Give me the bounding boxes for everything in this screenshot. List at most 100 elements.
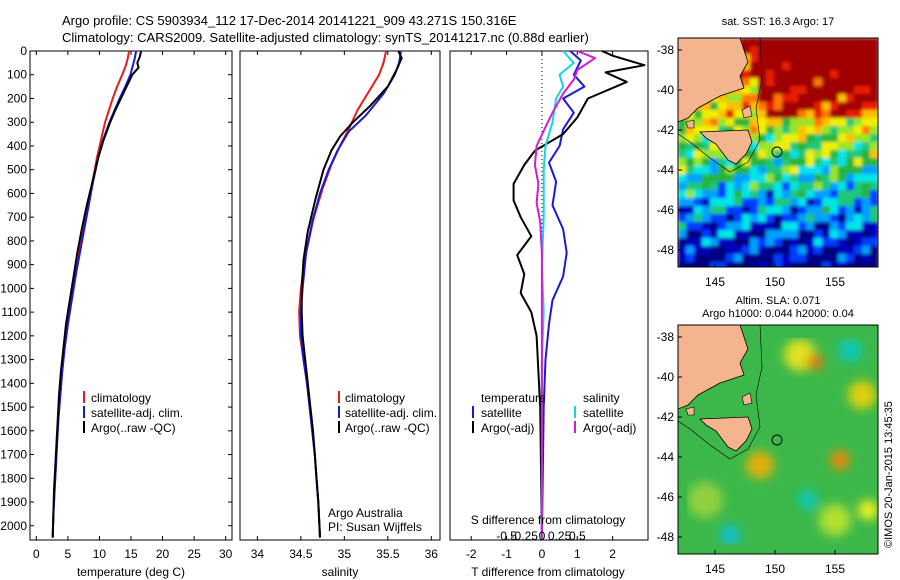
- sst-cell: [862, 46, 871, 55]
- sst-cell: [750, 230, 759, 239]
- sst-cell: [838, 118, 847, 127]
- lat-tick-label: -48: [657, 530, 675, 544]
- sst-cell: [870, 222, 878, 231]
- sst-cell: [766, 246, 775, 255]
- sst-cell: [742, 238, 751, 247]
- sst-cell: [686, 222, 695, 231]
- sst-cell: [750, 166, 759, 175]
- king-island-shape: [685, 406, 695, 416]
- sst-cell: [782, 46, 791, 55]
- sst-cell: [806, 190, 815, 199]
- sst-cell: [838, 230, 847, 239]
- sst-cell: [846, 214, 855, 223]
- lat-tick-label: -44: [657, 450, 675, 464]
- sst-cell: [774, 254, 783, 263]
- sst-cell: [782, 214, 791, 223]
- sst-cell: [846, 78, 855, 87]
- sst-cell: [806, 78, 815, 87]
- sst-cell: [798, 190, 807, 199]
- sst-cell: [678, 214, 687, 223]
- sst-cell: [870, 246, 878, 255]
- lat-tick-label: -42: [657, 410, 675, 424]
- sst-cell: [822, 126, 831, 135]
- sst-cell: [710, 174, 719, 183]
- lon-tick-label: 155: [825, 275, 845, 289]
- sst-cell: [862, 254, 871, 263]
- sst-cell: [758, 230, 767, 239]
- sst-cell: [694, 158, 703, 167]
- sst-cell: [822, 94, 831, 103]
- s-difference-tick-label: -0.25: [511, 529, 539, 543]
- sst-cell: [822, 222, 831, 231]
- sst-cell: [790, 118, 799, 127]
- sst-cell: [838, 110, 847, 119]
- sst-cell: [774, 190, 783, 199]
- sst-cell: [678, 118, 687, 127]
- sst-cell: [790, 254, 799, 263]
- sst-cell: [782, 70, 791, 79]
- sst-cell: [678, 190, 687, 199]
- legend-t-argo: Argo(-adj): [481, 421, 534, 435]
- sst-cell: [726, 126, 735, 135]
- temperature-legend: climatology satellite-adj. clim. Argo(..…: [83, 391, 183, 435]
- lon-tick-label: 145: [705, 275, 725, 289]
- sst-cell: [870, 118, 878, 127]
- flinders-island-shape: [741, 105, 753, 119]
- difference-panel: -2 -1 0 1 2 S difference from climatology -0…: [449, 50, 649, 579]
- sst-cell: [750, 110, 759, 119]
- sst-cell: [862, 238, 871, 247]
- sst-cell: [806, 126, 815, 135]
- sst-cell: [726, 110, 735, 119]
- sst-cell: [838, 214, 847, 223]
- sst-cell: [846, 54, 855, 63]
- sst-cell: [838, 238, 847, 247]
- sst-cell: [774, 102, 783, 111]
- sst-cell: [846, 166, 855, 175]
- sst-bathymetry-contour: [678, 38, 763, 173]
- sst-cell: [854, 230, 863, 239]
- sst-cell: [758, 158, 767, 167]
- sst-cell: [686, 142, 695, 151]
- salinity-series: [298, 50, 403, 538]
- sst-cell: [846, 110, 855, 119]
- x-tick-label: 20: [156, 547, 170, 561]
- sst-cell: [854, 190, 863, 199]
- sst-cell: [838, 158, 847, 167]
- sst-cell: [806, 70, 815, 79]
- sst-cell: [854, 102, 863, 111]
- sst-cell: [718, 118, 727, 127]
- sst-cell: [846, 118, 855, 127]
- sst-cell: [766, 118, 775, 127]
- sst-cell: [846, 126, 855, 135]
- sst-cell: [758, 46, 767, 55]
- salinity-legend: climatology satellite-adj. clim. Argo(..…: [338, 391, 437, 435]
- sst-cell: [726, 94, 735, 103]
- sst-cell: [854, 238, 863, 247]
- sst-cell: [750, 182, 759, 191]
- sst-cell: [798, 254, 807, 263]
- sst-cell: [766, 206, 775, 215]
- depth-tick-label: 800: [7, 234, 27, 248]
- sst-cell: [750, 86, 759, 95]
- sla-anomaly: [720, 525, 740, 545]
- sst-cell: [766, 222, 775, 231]
- sst-cell: [870, 238, 878, 247]
- lat-tick-label: -44: [657, 163, 675, 177]
- sst-map: sat. SST: 16.3 Argo: 17 -38-40-42-44-46-…: [657, 16, 879, 289]
- sst-cell: [822, 214, 831, 223]
- sst-cell: [862, 190, 871, 199]
- sst-cell: [838, 246, 847, 255]
- sst-cell: [758, 102, 767, 111]
- salinity-panel: 34 34.5 35 35.5 36 salinity climatology sate…: [239, 50, 441, 579]
- depth-tick-label: 100: [7, 68, 27, 82]
- sst-cell: [686, 166, 695, 175]
- sst-cell: [782, 94, 791, 103]
- sla-bathymetry-contour: [678, 325, 763, 460]
- sst-cell: [790, 134, 799, 143]
- argo-float-marker: [771, 146, 783, 158]
- sst-cell: [870, 198, 878, 207]
- sst-cell: [846, 230, 855, 239]
- sst-cell: [838, 174, 847, 183]
- sst-cell: [686, 254, 695, 263]
- sst-cell: [862, 182, 871, 191]
